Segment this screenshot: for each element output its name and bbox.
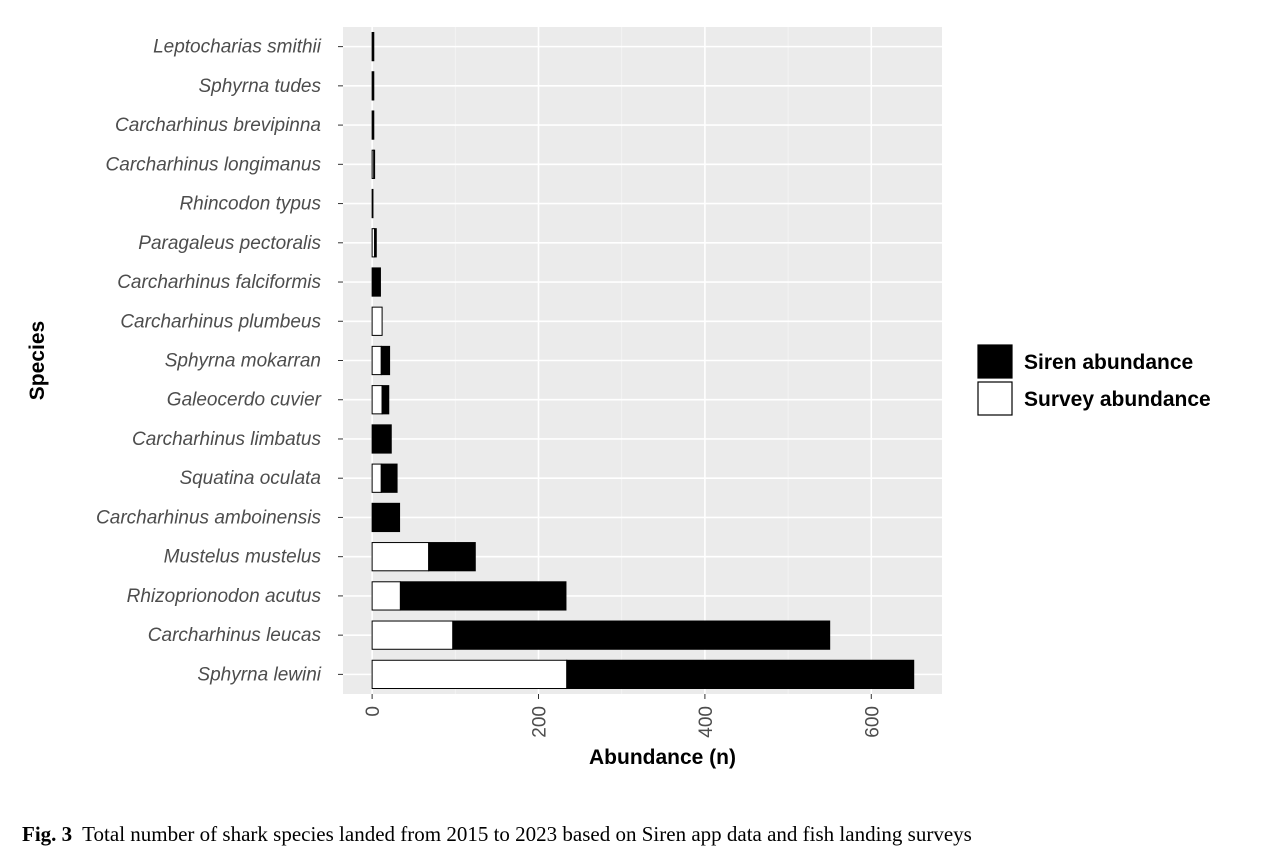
survey-abundance-bar (371, 385, 383, 415)
legend-label: Survey abundance (1024, 388, 1211, 411)
x-axis: 0 200 400 600 (363, 694, 883, 738)
x-tick-label: 0 (363, 706, 384, 717)
siren-abundance-bar (371, 71, 375, 101)
y-tick-label: Rhincodon typus (179, 194, 321, 215)
legend-swatch (977, 381, 1013, 416)
x-axis-title: Abundance (n) (589, 746, 736, 769)
siren-abundance-bar (371, 424, 392, 454)
survey-abundance-bar (371, 463, 382, 493)
siren-abundance-bar (428, 542, 476, 572)
y-tick-label: Sphyrna lewini (197, 664, 321, 685)
y-tick-label: Squatina oculata (179, 468, 321, 489)
siren-abundance-bar (399, 581, 567, 611)
siren-abundance-bar (373, 149, 376, 179)
siren-abundance-bar (380, 345, 391, 376)
y-tick-label: Carcharhinus plumbeus (120, 311, 321, 332)
siren-abundance-bar (371, 267, 381, 297)
y-axis: Leptocharias smithii Sphyrna tudes Carchar… (96, 37, 343, 685)
siren-abundance-bar (381, 385, 390, 415)
y-tick-label: Galeocerdo cuvier (167, 390, 322, 411)
x-tick-label: 400 (696, 706, 717, 738)
survey-abundance-bar (371, 659, 568, 690)
figure-label: Fig. 3 (22, 822, 73, 846)
survey-abundance-bar (371, 620, 454, 650)
y-tick-label: Sphyrna tudes (198, 76, 321, 97)
y-tick-label: Carcharhinus falciformis (117, 272, 321, 293)
bars (371, 31, 915, 690)
siren-abundance-bar (566, 659, 915, 690)
siren-abundance-bar (371, 31, 375, 62)
y-tick-label: Carcharhinus longimanus (106, 154, 322, 175)
survey-abundance-bar (371, 306, 383, 336)
x-tick-label: 600 (862, 706, 883, 738)
caption-text: Total number of shark species landed fro… (82, 822, 972, 846)
siren-abundance-bar (380, 463, 398, 493)
figure-caption: Fig. 3 Total number of shark species land… (22, 822, 972, 847)
y-tick-label: Carcharhinus amboinensis (96, 507, 321, 528)
y-tick-label: Paragaleus pectoralis (138, 233, 321, 254)
survey-abundance-bar (371, 542, 430, 572)
survey-abundance-bar (371, 345, 382, 376)
legend-swatch (977, 344, 1013, 379)
siren-abundance-bar (371, 502, 401, 533)
survey-abundance-bar (371, 581, 401, 611)
siren-abundance-bar (371, 110, 375, 140)
chart: Leptocharias smithii Sphyrna tudes Carchar… (26, 27, 1211, 769)
y-axis-title: Species (26, 321, 49, 400)
y-tick-label: Sphyrna mokarran (165, 351, 321, 372)
siren-abundance-bar (371, 188, 374, 219)
y-tick-label: Carcharhinus brevipinna (115, 115, 321, 136)
y-tick-label: Rhizoprionodon acutus (127, 586, 322, 607)
y-tick-label: Carcharhinus leucas (148, 625, 322, 646)
legend-label: Siren abundance (1024, 351, 1193, 374)
legend: Siren abundance Survey abundance (977, 344, 1211, 416)
gridlines (343, 27, 942, 694)
siren-abundance-bar (452, 620, 831, 650)
siren-abundance-bar (374, 228, 377, 258)
y-tick-label: Carcharhinus limbatus (132, 429, 322, 450)
y-tick-label: Mustelus mustelus (164, 547, 322, 568)
y-tick-label: Leptocharias smithii (153, 37, 322, 58)
x-tick-label: 200 (530, 706, 551, 738)
